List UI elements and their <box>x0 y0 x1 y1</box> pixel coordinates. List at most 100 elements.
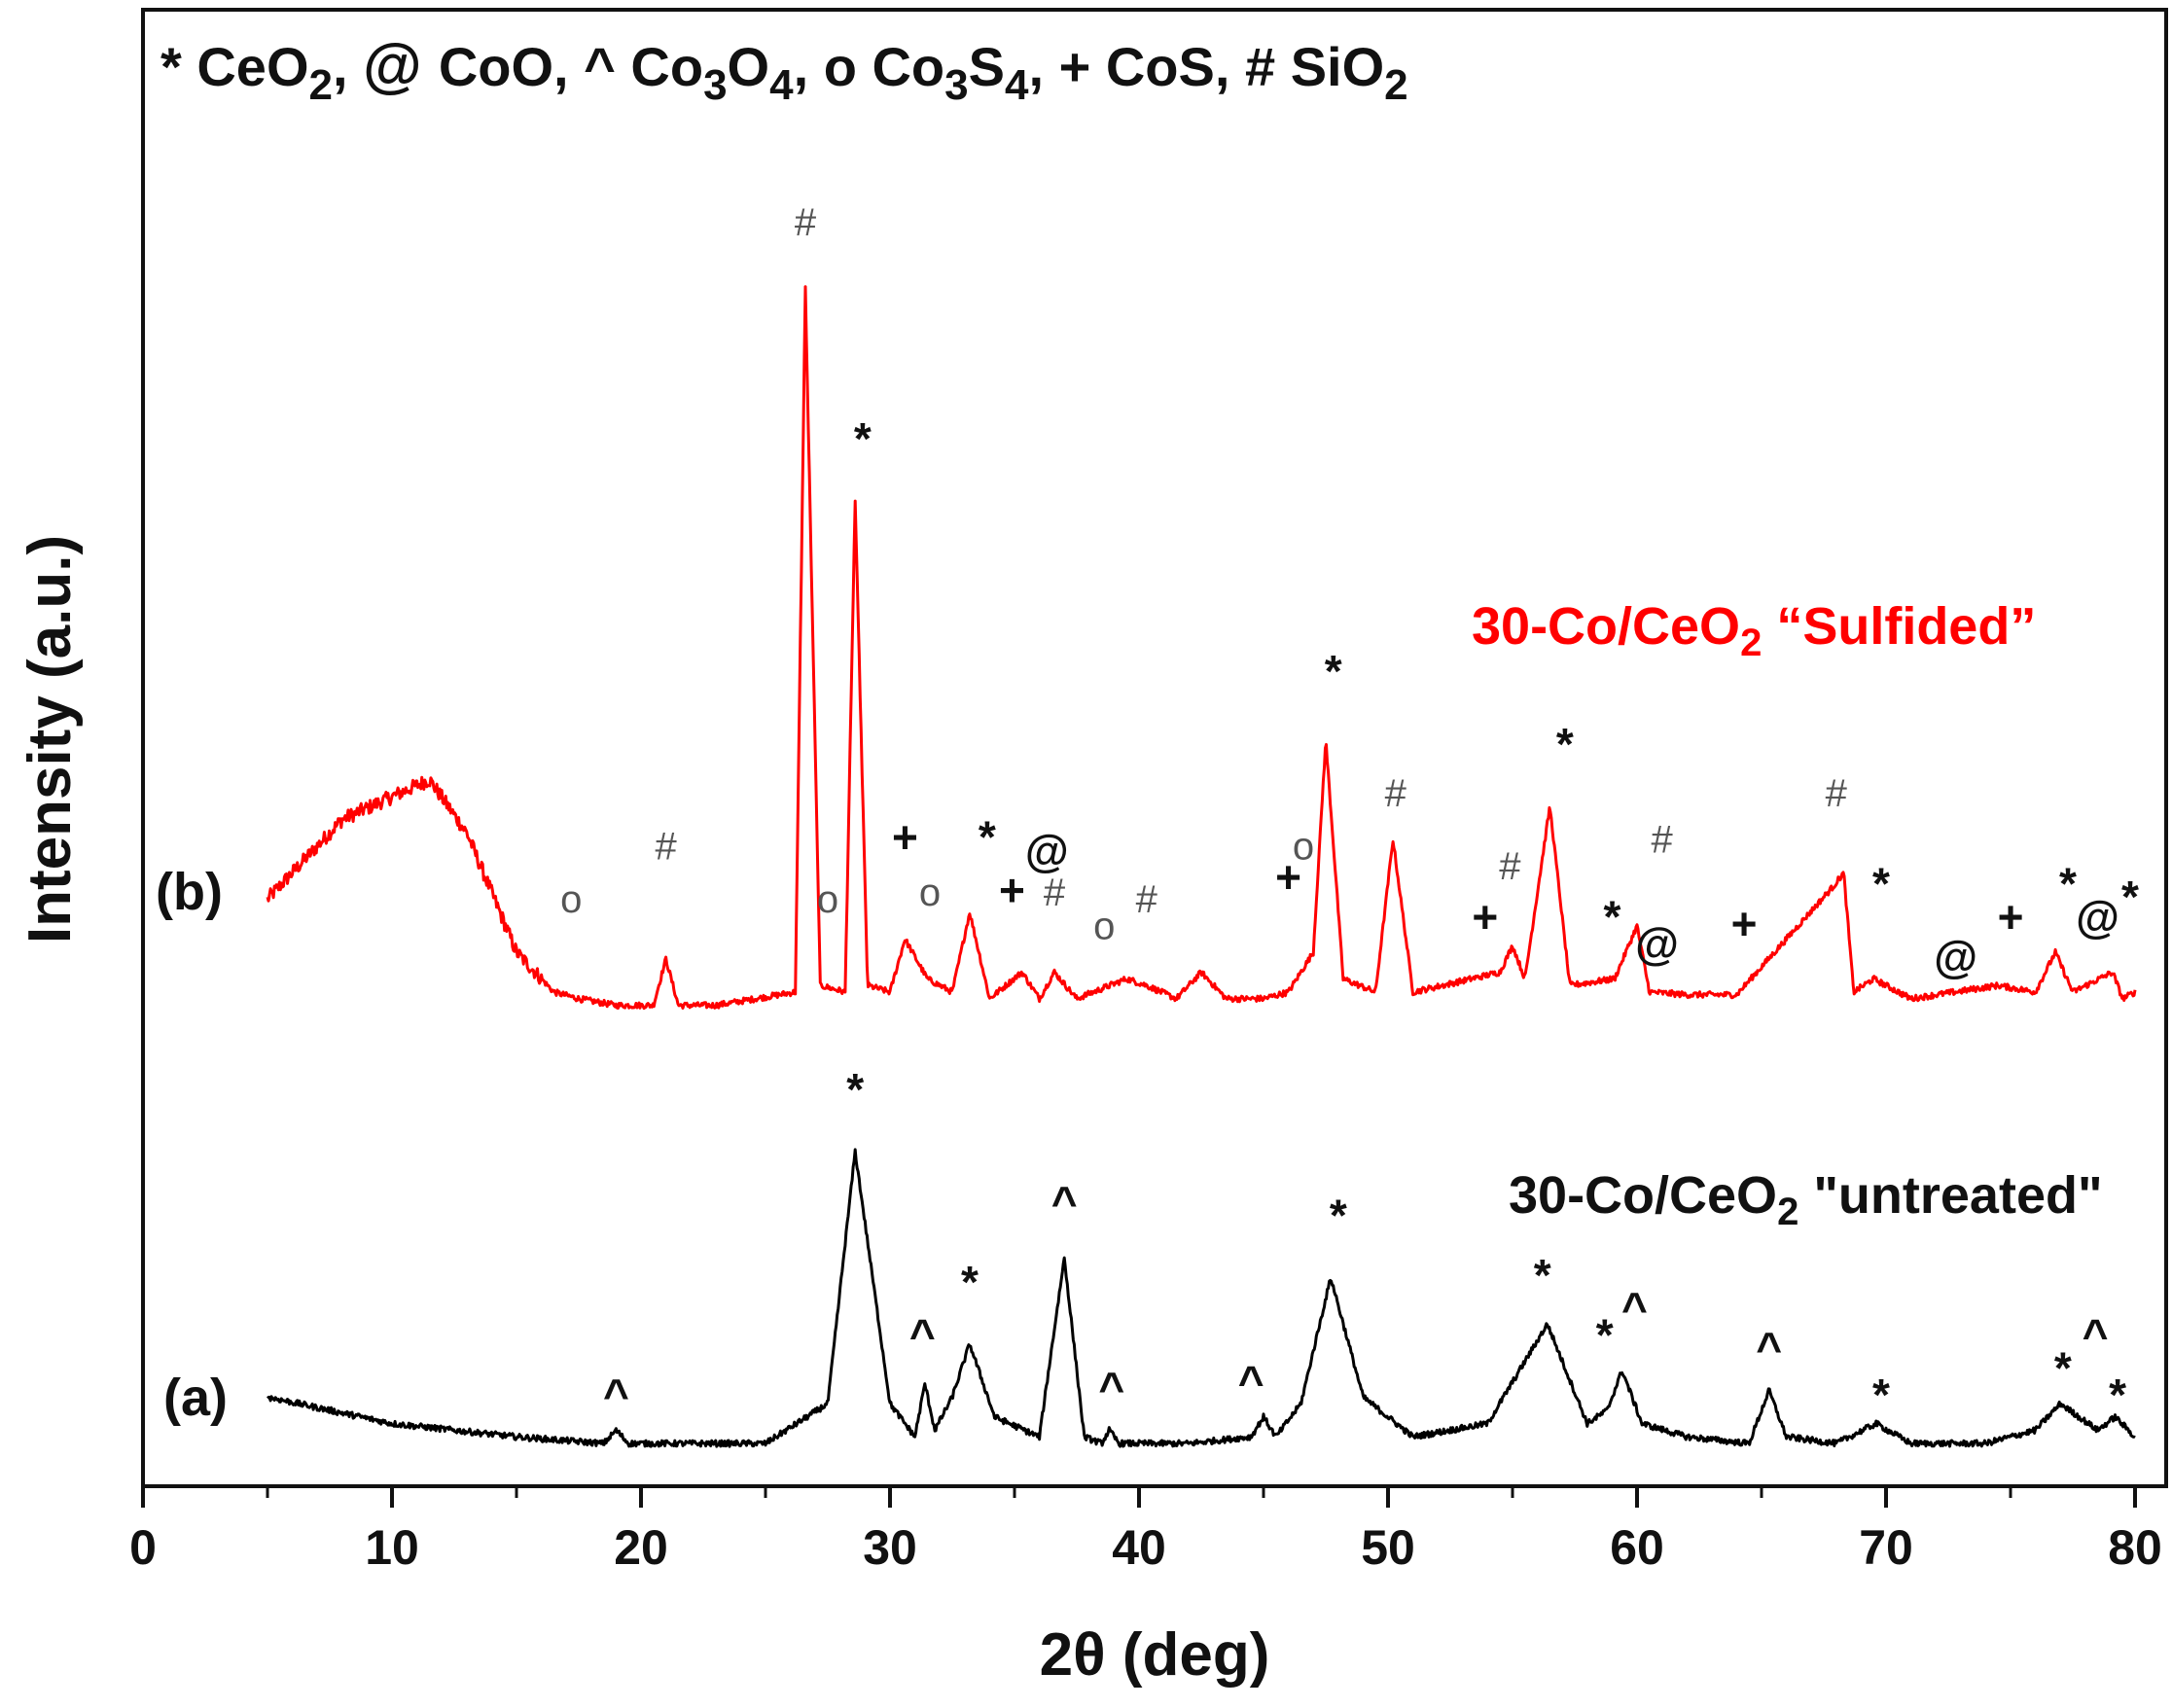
peak-marker-co3o4-a-42: ^ <box>1756 1323 1782 1373</box>
peak-marker-ceo2-b-25: * <box>1872 858 1890 908</box>
peak-marker-sio2-b-12: # <box>1136 878 1158 921</box>
peak-marker-coo-b-26: @ <box>1934 932 1977 982</box>
peak-marker-ceo2-b-15: * <box>1325 646 1342 696</box>
legend-co3o4-sub2: 4 <box>769 61 794 109</box>
peak-marker-ceo2-a-31: * <box>846 1064 864 1115</box>
peak-marker-co3s4-b-6: o <box>919 872 941 914</box>
peak-marker-co3o4-a-37: ^ <box>1238 1356 1264 1406</box>
x-tick-label-0: 0 <box>129 1520 157 1575</box>
peak-marker-coo-b-29: @ <box>2076 892 2119 943</box>
peak-marker-ceo2-a-46: * <box>2109 1370 2126 1420</box>
peak-marker-co3o4-a-32: ^ <box>603 1370 629 1420</box>
legend-co3o4-o: O <box>728 36 770 97</box>
legend-sep-3: , <box>1028 36 1058 97</box>
peak-marker-co3s4-b-4: o <box>817 878 838 921</box>
legend-cos-marker: + <box>1059 36 1106 97</box>
series-tag-a: (a) <box>163 1369 228 1427</box>
peak-marker-co3s4-b-2: o <box>560 878 582 921</box>
legend-sio2-marker: # <box>1245 36 1291 97</box>
peak-marker-sio2-b-10: # <box>1044 872 1066 914</box>
series-tag-b: (b) <box>156 863 223 921</box>
peak-marker-cos-b-23: + <box>1731 898 1758 948</box>
legend-co3o4-marker: ^ <box>584 36 630 97</box>
peak-marker-co3s4-b-11: o <box>1093 905 1115 947</box>
peak-marker-ceo2-a-34: * <box>961 1257 979 1307</box>
peak-annotations: #*o#o+o*+@#o# +o*#+#**@#+#*@+*@ **^^*^^ ^**… <box>560 201 2139 1420</box>
x-tick-label-10: 10 <box>365 1520 419 1575</box>
x-tick-label-30: 30 <box>863 1520 917 1575</box>
legend-ceo2: CeO <box>196 36 308 97</box>
series-label-untreated-sub: 2 <box>1777 1191 1798 1233</box>
peak-marker-cos-b-27: + <box>1998 892 2024 943</box>
legend-co3s4-sub2: 4 <box>1005 61 1029 109</box>
legend-ceo2-sub: 2 <box>309 61 333 109</box>
series-layer <box>266 285 2137 1448</box>
legend-sio2-sub: 2 <box>1384 61 1407 109</box>
legend-coo-marker: @ <box>363 32 439 99</box>
series-label-untreated-main: 30-Co/CeO <box>1509 1166 1777 1225</box>
legend-co3o4: Co <box>630 36 703 97</box>
x-axis-ticks: 0 10 20 30 40 50 60 70 80 <box>129 1486 2162 1575</box>
x-tick-label-70: 70 <box>1859 1520 1913 1575</box>
series-label-sulfided-sub: 2 <box>1740 622 1762 664</box>
peak-marker-co3s4-b-14: o <box>1293 826 1314 869</box>
peak-marker-sio2-b-0: # <box>795 201 817 244</box>
peak-marker-cos-b-13: + <box>1275 852 1301 903</box>
peak-marker-coo-b-9: @ <box>1025 825 1069 875</box>
legend-cos: CoS, <box>1106 36 1245 97</box>
peak-marker-ceo2-b-7: * <box>979 812 996 863</box>
plot-frame <box>141 8 2168 1488</box>
phase-legend: * CeO2, @ CoO, ^ Co3O4, o Co3S4, + CoS, … <box>160 32 1408 109</box>
x-tick-label-20: 20 <box>614 1520 668 1575</box>
peak-marker-ceo2-b-1: * <box>854 413 872 464</box>
legend-ceo2-marker: * <box>160 36 196 97</box>
legend-sio2: SiO <box>1291 36 1384 97</box>
peak-marker-co3o4-a-33: ^ <box>909 1310 936 1361</box>
peak-marker-co3o4-a-45: ^ <box>2083 1310 2109 1361</box>
series-line-untreated <box>266 1148 2136 1448</box>
legend-coo: CoO, <box>439 36 584 97</box>
legend-co3s4-marker: o <box>824 36 872 97</box>
peak-marker-co3o4-a-41: ^ <box>1621 1283 1648 1334</box>
x-tick-label-60: 60 <box>1610 1520 1664 1575</box>
peak-marker-ceo2-a-44: * <box>2054 1343 2072 1394</box>
x-tick-label-40: 40 <box>1112 1520 1166 1575</box>
peak-marker-ceo2-b-19: * <box>1556 719 1574 769</box>
y-axis-title: Intensity (a.u.) <box>17 535 84 943</box>
series-label-sulfided-quote: “Sulfided” <box>1762 597 2036 656</box>
legend-co3o4-sub1: 3 <box>703 61 727 109</box>
legend-co3s4-sub1: 3 <box>944 61 968 109</box>
series-label-sulfided: 30-Co/CeO2 “Sulfided” <box>1472 597 2036 664</box>
peak-marker-sio2-b-3: # <box>655 826 677 869</box>
peak-marker-cos-b-5: + <box>892 812 918 863</box>
peak-marker-cos-b-17: + <box>1472 892 1498 943</box>
peak-marker-co3o4-a-36: ^ <box>1098 1363 1124 1413</box>
peak-marker-coo-b-21: @ <box>1635 918 1679 969</box>
series-label-untreated: 30-Co/CeO2 "untreated" <box>1509 1166 2103 1233</box>
peak-marker-ceo2-b-30: * <box>2121 872 2139 922</box>
series-label-sulfided-main: 30-Co/CeO <box>1472 597 1740 656</box>
peak-marker-ceo2-a-38: * <box>1330 1191 1347 1241</box>
peak-marker-ceo2-a-39: * <box>1534 1250 1551 1300</box>
legend-co3s4-s: S <box>969 36 1005 97</box>
x-tick-label-50: 50 <box>1361 1520 1415 1575</box>
peak-marker-ceo2-b-20: * <box>1603 892 1620 943</box>
peak-marker-ceo2-a-40: * <box>1596 1310 1614 1361</box>
legend-sep-1: , <box>333 36 363 97</box>
peak-marker-co3o4-a-35: ^ <box>1051 1177 1078 1228</box>
series-label-untreated-quote: "untreated" <box>1798 1166 2102 1225</box>
peak-marker-sio2-b-24: # <box>1826 772 1848 815</box>
peak-marker-cos-b-8: + <box>999 865 1025 915</box>
series-line-sulfided <box>266 285 2137 1011</box>
x-axis-title: 2θ (deg) <box>1040 1621 1270 1689</box>
peak-marker-sio2-b-22: # <box>1651 819 1673 862</box>
x-tick-label-80: 80 <box>2108 1520 2162 1575</box>
peak-marker-ceo2-b-28: * <box>2059 858 2077 908</box>
legend-co3s4: Co <box>872 36 944 97</box>
legend-sep-2: , <box>794 36 824 97</box>
peak-marker-sio2-b-18: # <box>1499 845 1521 888</box>
peak-marker-ceo2-a-43: * <box>1872 1370 1890 1420</box>
peak-marker-sio2-b-16: # <box>1385 772 1407 815</box>
